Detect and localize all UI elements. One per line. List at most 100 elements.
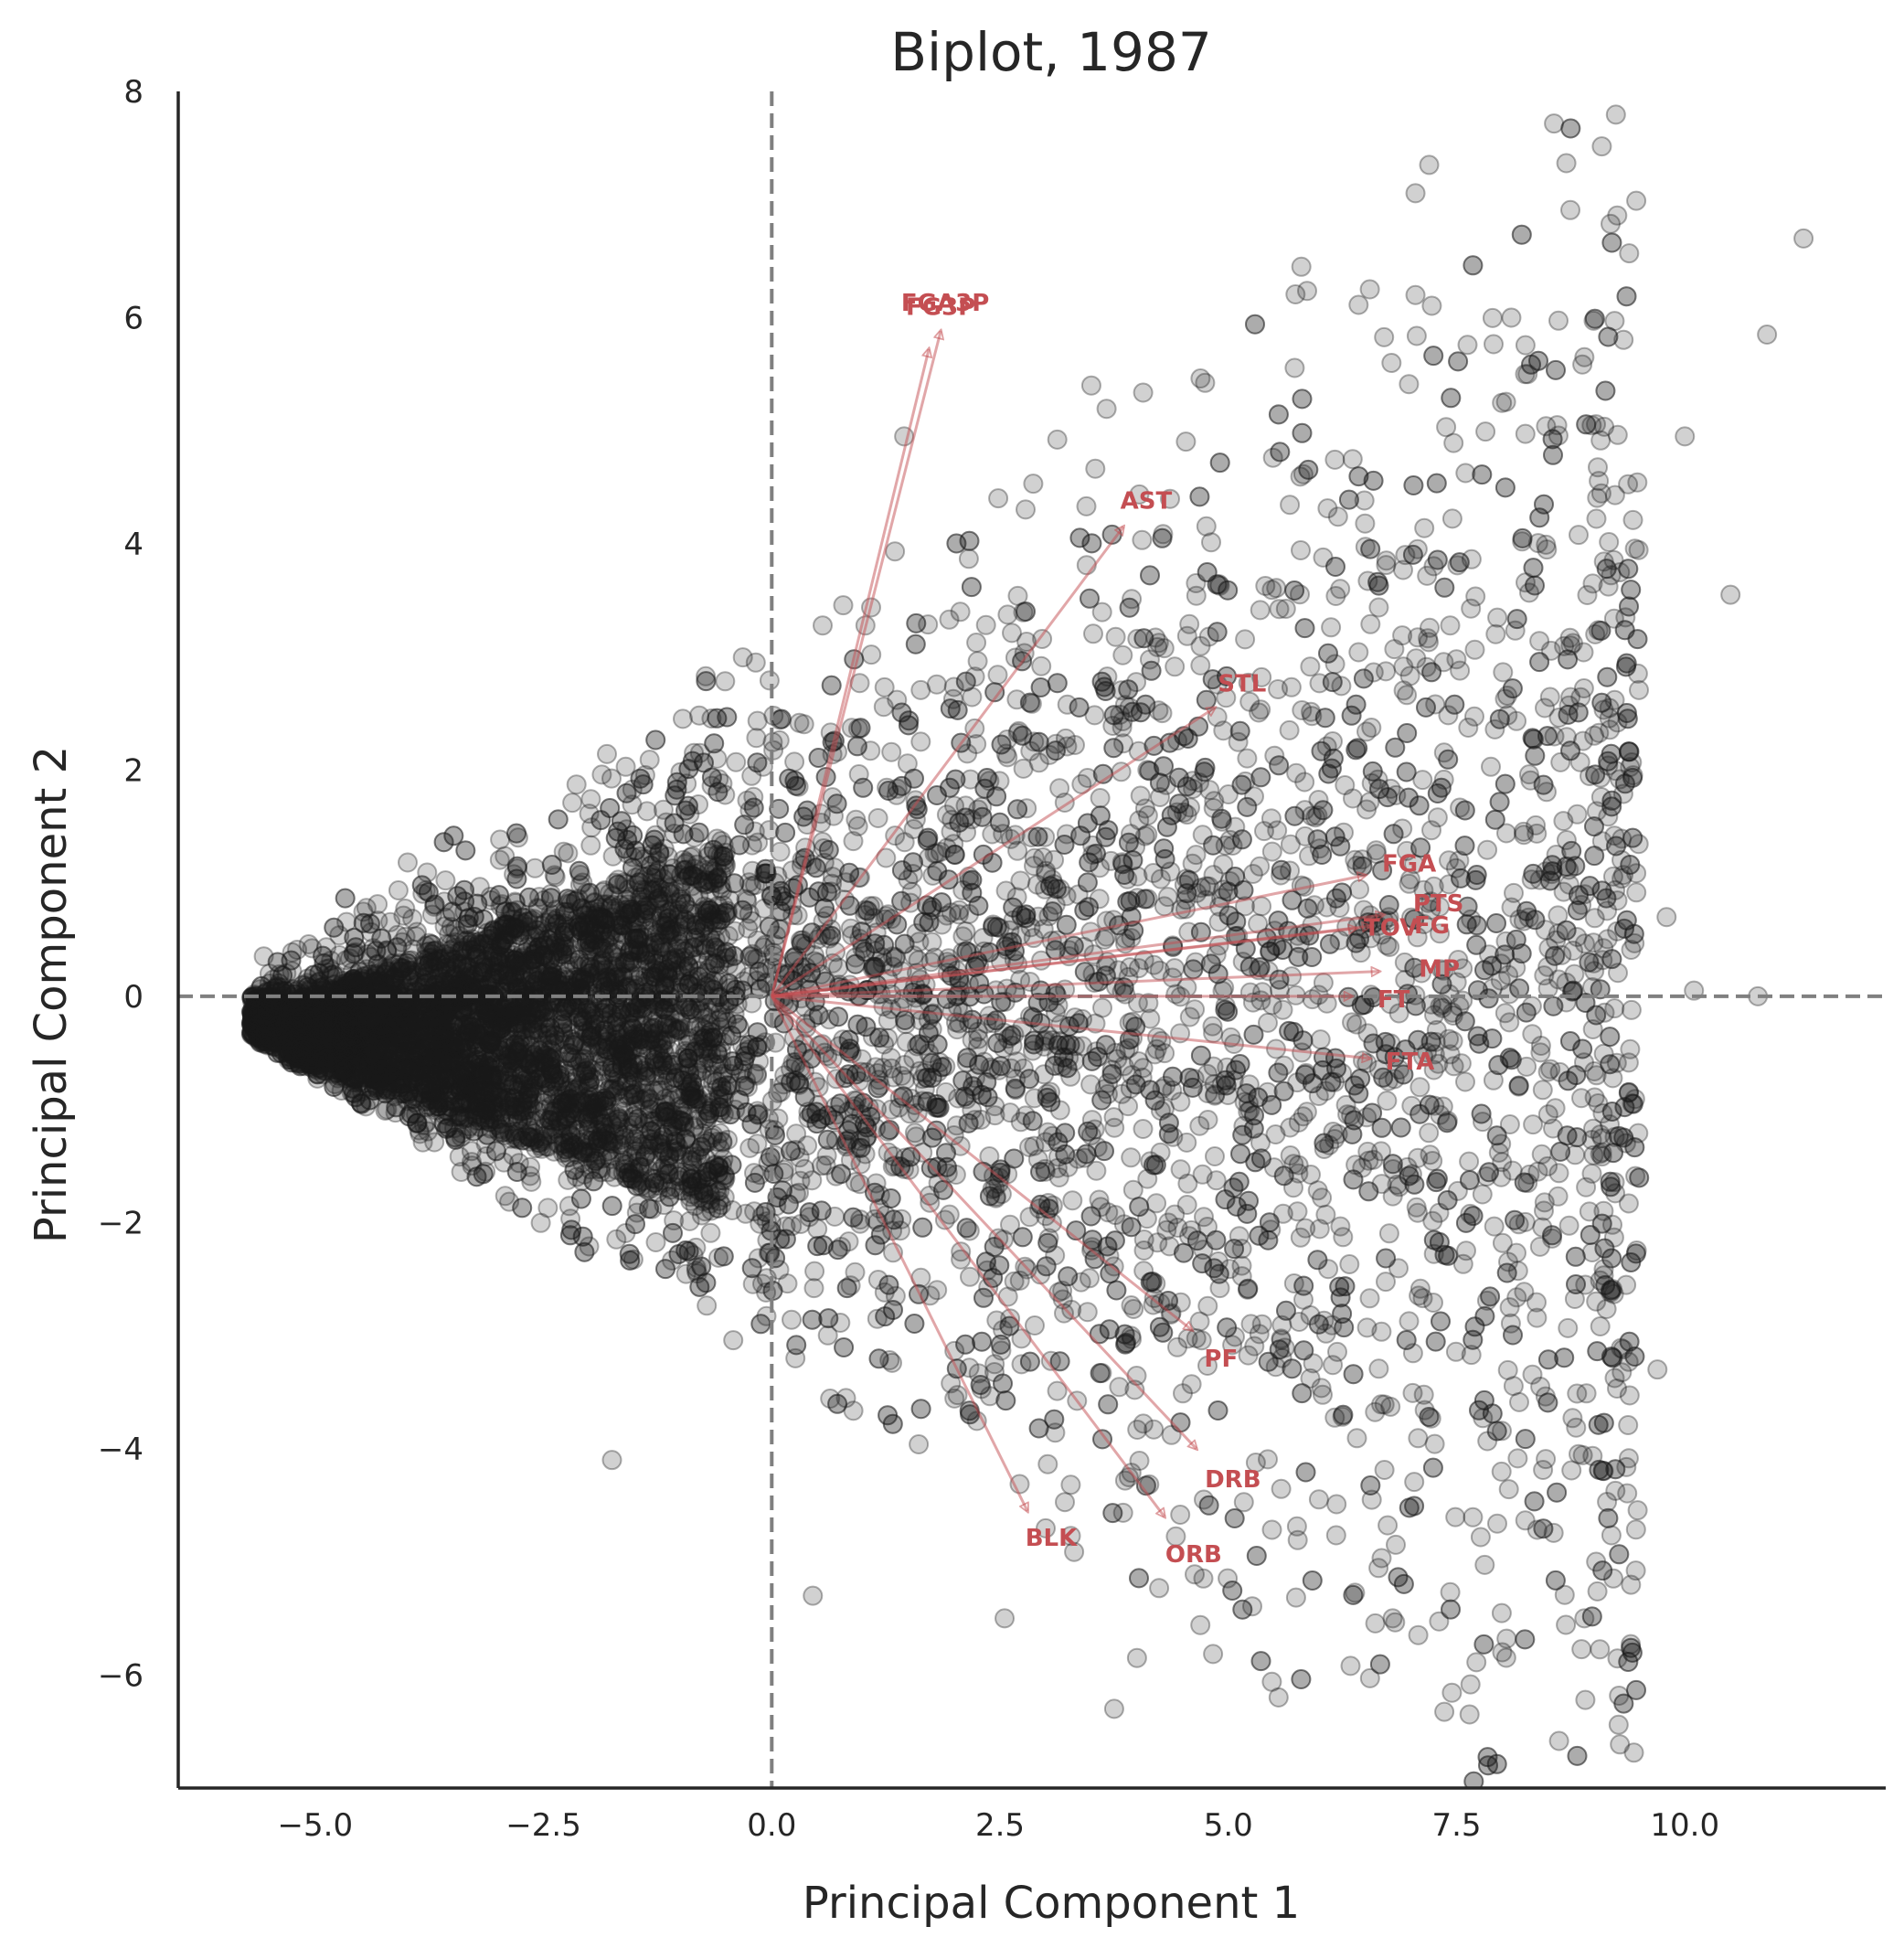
score-point [692, 1003, 713, 1024]
score-point [1515, 423, 1536, 444]
score-point [1408, 1624, 1429, 1645]
score-point [1257, 1081, 1278, 1102]
score-point [1112, 644, 1133, 665]
score-points [240, 104, 1650, 1788]
score-point [1031, 655, 1052, 676]
score-point [1331, 676, 1352, 697]
score-point [1086, 1160, 1107, 1181]
score-point [1605, 104, 1626, 125]
score-point [1563, 941, 1584, 961]
score-point [1189, 1115, 1210, 1136]
score-point [1576, 1176, 1597, 1198]
score-point [1186, 845, 1207, 866]
score-point [1589, 471, 1610, 492]
score-point [1250, 699, 1271, 720]
score-point [1377, 1091, 1398, 1112]
score-point [701, 708, 722, 729]
score-point [1300, 1304, 1321, 1325]
score-point [1590, 787, 1611, 807]
score-point [1197, 1110, 1218, 1130]
score-point [642, 844, 663, 865]
score-point [1460, 1674, 1481, 1695]
score-point [1280, 834, 1301, 855]
score-point [1408, 1202, 1428, 1223]
score-point [476, 984, 497, 1004]
score-point [1601, 1525, 1622, 1546]
score-point [919, 847, 939, 868]
score-point [746, 728, 767, 749]
score-point [1511, 224, 1532, 245]
score-point [1249, 1324, 1270, 1345]
score-point [1058, 1266, 1079, 1287]
score-point [1185, 999, 1206, 1020]
score-point [1279, 719, 1300, 740]
score-point [885, 541, 906, 562]
score-point [928, 1061, 949, 1082]
score-point [915, 1062, 936, 1083]
score-point [1285, 1587, 1306, 1608]
score-point [996, 978, 1017, 999]
score-point [1186, 573, 1207, 593]
score-point [1133, 382, 1154, 403]
score-point [663, 1054, 684, 1075]
score-point [1105, 1205, 1126, 1226]
score-point [1269, 755, 1290, 776]
score-point [881, 741, 902, 762]
score-point [1062, 1190, 1083, 1211]
score-point [1290, 1227, 1311, 1248]
score-point [1586, 508, 1607, 529]
score-point [548, 1111, 569, 1132]
score-point [1205, 1146, 1225, 1166]
score-point [264, 1032, 285, 1053]
score-point [352, 1081, 372, 1102]
score-point [1421, 820, 1441, 841]
score-point [414, 1017, 435, 1038]
score-point [1571, 1088, 1591, 1109]
score-point [1020, 1006, 1040, 1027]
score-point [580, 835, 601, 856]
score-point [700, 1222, 721, 1243]
score-point [415, 880, 436, 901]
score-point [1353, 1050, 1373, 1071]
score-point [1409, 1278, 1431, 1299]
score-point [1060, 1066, 1081, 1087]
score-point [1235, 629, 1256, 650]
score-point [525, 857, 546, 878]
score-point [1536, 1449, 1557, 1470]
score-point [1621, 999, 1642, 1020]
score-point [495, 995, 515, 1017]
score-point [865, 1235, 886, 1256]
score-point [1342, 449, 1363, 470]
score-point [1294, 800, 1315, 821]
score-point [926, 674, 947, 695]
score-point [293, 1042, 314, 1063]
score-point [1026, 874, 1048, 895]
score-point [1016, 499, 1036, 520]
score-point [1147, 1232, 1168, 1253]
score-point [1458, 718, 1479, 738]
score-point [1042, 1195, 1063, 1216]
score-point [653, 954, 674, 975]
score-point [1324, 449, 1346, 470]
score-point [1270, 442, 1291, 463]
score-point [1189, 1311, 1210, 1332]
score-point [1455, 1071, 1475, 1092]
score-point [1104, 1117, 1125, 1138]
score-point [580, 789, 601, 810]
score-point [1285, 284, 1306, 304]
score-point [803, 1278, 824, 1299]
score-point [639, 750, 660, 771]
score-point [415, 974, 436, 994]
score-point [741, 835, 762, 856]
score-point [1562, 1408, 1583, 1429]
score-point [1165, 984, 1186, 1005]
score-point [1349, 878, 1370, 899]
score-point [1485, 623, 1506, 644]
score-point [1441, 1682, 1463, 1703]
score-point [1533, 1460, 1554, 1480]
score-point [726, 751, 747, 772]
score-point [1378, 1223, 1399, 1244]
score-point [272, 1027, 293, 1047]
score-point [417, 1097, 438, 1117]
score-point [984, 1354, 1005, 1375]
